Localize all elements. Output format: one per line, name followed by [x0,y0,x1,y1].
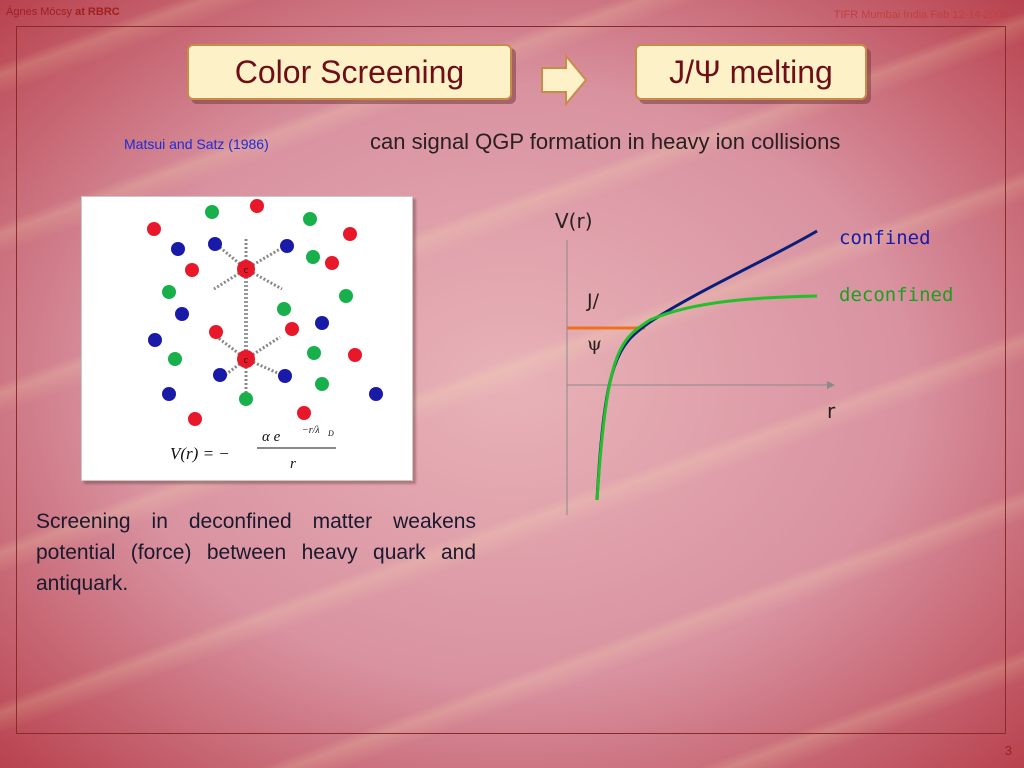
state-label-jpsi: J/ [586,290,600,312]
x-axis-label: r [827,399,836,423]
screening-illustration: c c V(r) = − α e −r/λ D r [147,199,383,472]
legend-deconfined: deconfined [839,284,953,306]
quark-c: c [237,260,255,278]
right-arrow-icon [541,53,588,107]
body-text: Screening in deconfined matter weakens p… [36,510,476,595]
y-axis-label: V(r) [555,209,593,233]
citation: Matsui and Satz (1986) [124,136,269,152]
header-event: TIFR Mumbai India Feb 12-14 2008 [833,9,1008,21]
page-number: 3 [1004,743,1012,758]
quark-label: c [244,265,249,276]
author-affiliation: at RBRC [75,6,120,18]
x-axis-arrow [827,381,835,389]
slide-frame [16,26,1006,734]
potential-formula: V(r) = − α e −r/λ D r [170,425,336,472]
confined-curve [595,229,818,501]
title-jpsi-melting: J/Ψ melting [635,44,867,100]
potential-plot: V(r) r J/ ψ confined deconfined [555,209,953,515]
antiquark-label: c [244,355,249,366]
screening-figure: c c V(r) = − α e −r/λ D r [81,196,413,481]
formula-exponent-sub: D [327,429,334,438]
formula-lhs: V(r) = − [170,444,230,463]
antiquark-c: c [237,350,255,368]
formula-numerator: α e [262,429,281,445]
author-name: Ágnes Mócsy [6,6,73,18]
formula-denominator: r [290,456,296,472]
formula-exponent: −r/λ [302,425,320,436]
deconfined-curve [595,294,818,501]
state-label-psi: ψ [587,333,602,355]
header-author: Ágnes Mócsy at RBRC [6,6,120,18]
color-charges [147,199,383,426]
legend-confined: confined [839,227,931,249]
subtitle: can signal QGP formation in heavy ion co… [370,129,841,154]
title-color-screening: Color Screening [187,44,512,100]
